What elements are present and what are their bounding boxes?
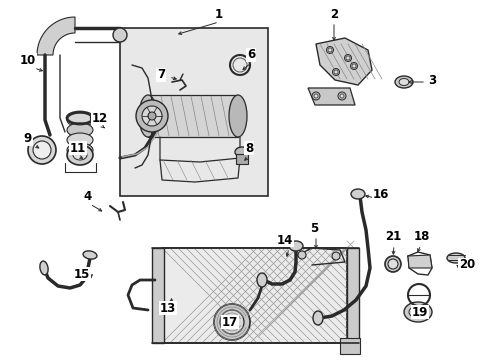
Ellipse shape [228, 95, 246, 137]
Ellipse shape [220, 310, 244, 334]
Text: 14: 14 [276, 234, 293, 247]
Text: 10: 10 [20, 54, 36, 67]
Ellipse shape [398, 78, 408, 85]
Bar [162, 248, 346, 343]
Ellipse shape [350, 189, 364, 199]
Text: 3: 3 [427, 73, 435, 86]
Ellipse shape [326, 46, 333, 54]
Text: 13: 13 [160, 302, 176, 315]
Ellipse shape [387, 259, 397, 269]
Ellipse shape [337, 92, 346, 100]
Bar [120, 28, 267, 196]
Ellipse shape [339, 94, 343, 98]
Ellipse shape [327, 48, 331, 52]
Ellipse shape [214, 304, 249, 340]
Text: 9: 9 [24, 132, 32, 145]
Ellipse shape [67, 143, 93, 157]
Text: 21: 21 [384, 230, 400, 243]
Text: 16: 16 [372, 189, 388, 202]
Text: 17: 17 [222, 315, 238, 328]
Text: 18: 18 [413, 230, 429, 243]
Ellipse shape [67, 145, 93, 165]
Ellipse shape [313, 94, 317, 98]
Text: 19: 19 [411, 306, 427, 319]
Text: 5: 5 [309, 221, 318, 234]
Text: 20: 20 [458, 258, 474, 271]
Ellipse shape [67, 133, 93, 147]
Ellipse shape [28, 136, 56, 164]
Ellipse shape [235, 147, 248, 157]
Ellipse shape [225, 316, 238, 328]
Bar [148, 95, 238, 137]
Ellipse shape [288, 241, 303, 251]
Text: 15: 15 [74, 267, 90, 280]
Ellipse shape [311, 92, 319, 100]
Bar [236, 154, 247, 164]
Bar [152, 248, 163, 343]
Text: 2: 2 [329, 8, 337, 21]
Text: 7: 7 [157, 68, 165, 81]
Ellipse shape [83, 251, 97, 259]
Ellipse shape [67, 113, 93, 127]
Ellipse shape [346, 56, 349, 60]
Text: 4: 4 [84, 189, 92, 202]
Ellipse shape [394, 76, 412, 88]
Ellipse shape [344, 54, 351, 62]
Ellipse shape [297, 251, 305, 259]
Ellipse shape [384, 256, 400, 272]
Ellipse shape [40, 261, 48, 275]
Polygon shape [37, 17, 75, 55]
Ellipse shape [312, 311, 323, 325]
Ellipse shape [148, 112, 156, 120]
Ellipse shape [257, 273, 266, 287]
Polygon shape [307, 88, 354, 105]
Ellipse shape [351, 64, 355, 68]
Bar [339, 338, 359, 354]
Polygon shape [407, 255, 431, 268]
Text: 1: 1 [215, 8, 223, 21]
Ellipse shape [136, 100, 168, 132]
Ellipse shape [446, 253, 464, 263]
Polygon shape [315, 38, 371, 85]
Ellipse shape [142, 106, 162, 126]
Ellipse shape [332, 68, 339, 76]
Ellipse shape [331, 252, 339, 260]
Ellipse shape [408, 306, 426, 318]
Bar [90, 113, 98, 119]
Text: 11: 11 [70, 141, 86, 154]
Ellipse shape [350, 63, 357, 69]
Text: 8: 8 [244, 141, 253, 154]
Ellipse shape [73, 150, 87, 160]
Bar [346, 248, 358, 343]
Ellipse shape [139, 95, 157, 137]
Text: 12: 12 [92, 112, 108, 125]
Text: 6: 6 [246, 49, 255, 62]
Ellipse shape [67, 123, 93, 137]
Ellipse shape [33, 141, 51, 159]
Ellipse shape [333, 70, 337, 74]
Ellipse shape [403, 302, 431, 322]
Ellipse shape [113, 28, 127, 42]
